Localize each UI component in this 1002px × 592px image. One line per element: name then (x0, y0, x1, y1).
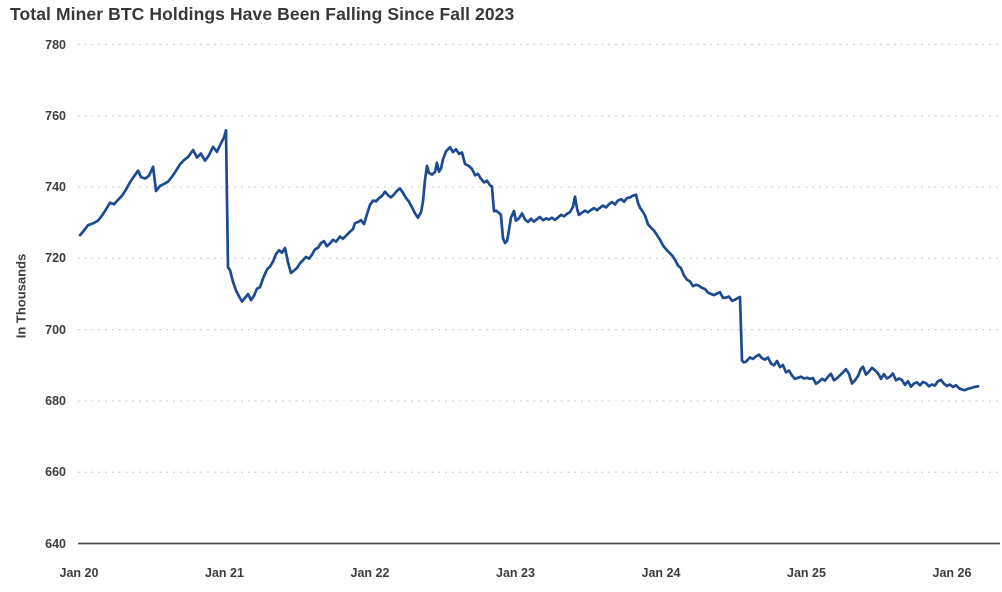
y-tick-label: 700 (45, 322, 66, 337)
miner-holdings-line (78, 129, 980, 392)
y-tick-label: 760 (45, 108, 66, 123)
y-tick-label: 740 (45, 180, 66, 195)
y-tick-label: 640 (45, 536, 66, 551)
x-tick-label: Jan 25 (787, 566, 826, 580)
x-tick-label: Jan 23 (496, 566, 535, 580)
y-tick-label: 680 (45, 393, 66, 408)
x-tick-label: Jan 22 (350, 566, 390, 580)
x-tick-label: Jan 24 (641, 566, 681, 580)
x-tick-label: Jan 26 (932, 566, 972, 580)
y-tick-label: 720 (45, 251, 66, 266)
chart-title: Total Miner BTC Holdings Have Been Falli… (10, 4, 515, 24)
x-tick-label: Jan 20 (59, 566, 99, 580)
x-tick-label: Jan 21 (205, 566, 244, 580)
y-tick-label: 660 (45, 465, 66, 480)
y-tick-label: 780 (45, 37, 66, 52)
